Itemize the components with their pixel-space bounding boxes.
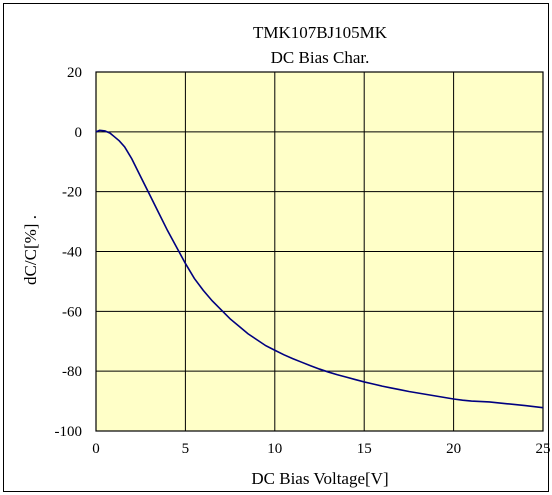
- y-tick-label: 0: [75, 125, 83, 141]
- y-tick-label: -60: [62, 304, 82, 320]
- x-tick-label: 5: [182, 441, 190, 457]
- y-axis-label: dC/C[%] .: [21, 215, 40, 285]
- x-tick-label: 25: [536, 441, 551, 457]
- tick-labels: 0 5 10 15 20 25 20 0 -20 -40 -60 -80 -100: [55, 65, 551, 457]
- y-tick-label: -40: [62, 245, 82, 261]
- grid-lines: [96, 72, 543, 431]
- y-tick-label: 20: [67, 65, 82, 81]
- x-tick-label: 10: [267, 441, 282, 457]
- y-tick-label: -100: [55, 424, 83, 440]
- x-tick-label: 20: [446, 441, 461, 457]
- chart-subtitle: DC Bias Char.: [271, 48, 370, 67]
- y-tick-label: -80: [62, 364, 82, 380]
- x-axis-label: DC Bias Voltage[V]: [251, 469, 388, 488]
- y-tick-label: -20: [62, 185, 82, 201]
- chart-title: TMK107BJ105MK: [253, 23, 388, 42]
- series-layer: [95, 129, 544, 409]
- series-line-0: [95, 129, 544, 409]
- x-tick-label: 15: [357, 441, 372, 457]
- x-tick-label: 0: [92, 441, 100, 457]
